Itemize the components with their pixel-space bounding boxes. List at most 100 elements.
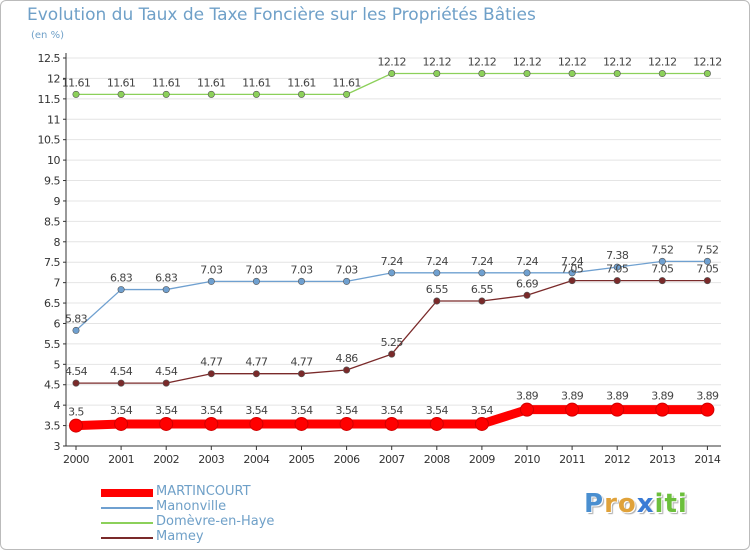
data-label: 4.77 (245, 356, 268, 369)
data-point (339, 416, 354, 431)
data-point (388, 350, 396, 358)
data-label: 6.83 (110, 272, 133, 285)
data-label: 6.83 (155, 272, 178, 285)
y-tick-label: 9 (54, 195, 61, 208)
data-point (655, 402, 670, 417)
data-point (343, 366, 351, 374)
data-point (343, 277, 351, 285)
data-point (72, 90, 80, 98)
x-tick-label: 2005 (289, 453, 315, 466)
x-tick-label: 2003 (198, 453, 224, 466)
y-tick-label: 11.5 (38, 93, 61, 106)
y-tick-label: 4 (54, 399, 61, 412)
data-point (297, 370, 305, 378)
data-label: 7.24 (471, 255, 494, 268)
data-label: 12.12 (603, 56, 632, 69)
legend-item: Domèvre-en-Haye (101, 514, 361, 530)
y-tick-label: 5.5 (44, 338, 60, 351)
x-tick-label: 2004 (243, 453, 269, 466)
unit-label: (en %) (31, 30, 64, 41)
data-label: 11.61 (287, 76, 316, 89)
data-point (523, 70, 531, 78)
data-label: 4.54 (155, 365, 178, 378)
x-tick-label: 2014 (694, 453, 720, 466)
data-point (294, 416, 309, 431)
data-point (610, 402, 625, 417)
logo-letter: o (617, 489, 637, 519)
data-point (204, 416, 219, 431)
data-label: 4.86 (336, 352, 359, 365)
y-tick-label: 10 (47, 154, 60, 167)
y-tick-label: 11 (47, 113, 60, 126)
data-label: 3.89 (516, 390, 539, 403)
data-point (523, 291, 531, 299)
data-label: 7.24 (381, 255, 404, 268)
data-point (478, 297, 486, 305)
data-label: 12.12 (468, 56, 497, 69)
y-tick-label: 3 (54, 440, 61, 453)
data-label: 11.61 (107, 76, 136, 89)
data-label: 3.89 (561, 390, 584, 403)
y-tick-label: 12.5 (38, 52, 61, 65)
logo-letter: x (636, 489, 655, 519)
data-label: 12.12 (558, 56, 587, 69)
x-tick-label: 2007 (379, 453, 405, 466)
legend-item: MARTINCOURT (101, 484, 361, 500)
data-point (565, 402, 580, 417)
data-point (249, 416, 264, 431)
data-label: 12.12 (693, 56, 722, 69)
data-point (520, 402, 534, 417)
data-point (703, 257, 711, 265)
legend-swatch (101, 507, 153, 509)
data-label: 6.69 (516, 277, 539, 290)
data-point (703, 277, 711, 285)
data-label: 4.54 (65, 365, 88, 378)
data-point (658, 70, 666, 78)
data-point (297, 90, 305, 98)
legend-label: MARTINCOURT (156, 484, 251, 499)
data-label: 6.55 (426, 283, 449, 296)
data-label: 7.38 (606, 249, 629, 262)
proxiti-logo: Proxiti (584, 489, 688, 519)
data-label: 5.83 (65, 312, 88, 325)
data-label: 3.54 (290, 404, 313, 417)
logo-letter: i (677, 489, 688, 519)
data-label: 7.05 (651, 263, 674, 276)
data-point (69, 418, 83, 433)
y-tick-label: 8.5 (44, 215, 60, 228)
data-point (384, 416, 399, 431)
logo-letter: r (604, 489, 618, 519)
data-point (162, 90, 170, 98)
legend-swatch (101, 537, 153, 539)
data-label: 4.77 (200, 356, 223, 369)
y-tick-label: 9.5 (44, 175, 60, 188)
data-label: 11.61 (152, 76, 181, 89)
data-point (433, 297, 441, 305)
legend-item: Mamey (101, 529, 361, 545)
x-tick-label: 2002 (153, 453, 179, 466)
data-point (297, 277, 305, 285)
data-point (252, 370, 260, 378)
x-tick-label: 2011 (559, 453, 585, 466)
x-tick-label: 2000 (63, 453, 89, 466)
data-point (613, 263, 621, 271)
data-point (252, 90, 260, 98)
data-label: 3.54 (426, 404, 449, 417)
data-label: 7.24 (561, 255, 584, 268)
data-label: 7.05 (561, 263, 584, 276)
data-point (429, 416, 444, 431)
data-point (388, 269, 396, 277)
data-label: 3.89 (606, 390, 629, 403)
data-point (117, 286, 125, 294)
legend-label: Mamey (156, 529, 204, 544)
data-point (207, 370, 215, 378)
data-label: 3.5 (68, 406, 84, 419)
data-label: 7.52 (651, 243, 673, 256)
logo-letter: t (664, 489, 678, 519)
data-point (613, 70, 621, 78)
data-label: 7.05 (696, 263, 719, 276)
y-tick-label: 10.5 (38, 134, 61, 147)
data-point (117, 379, 125, 387)
